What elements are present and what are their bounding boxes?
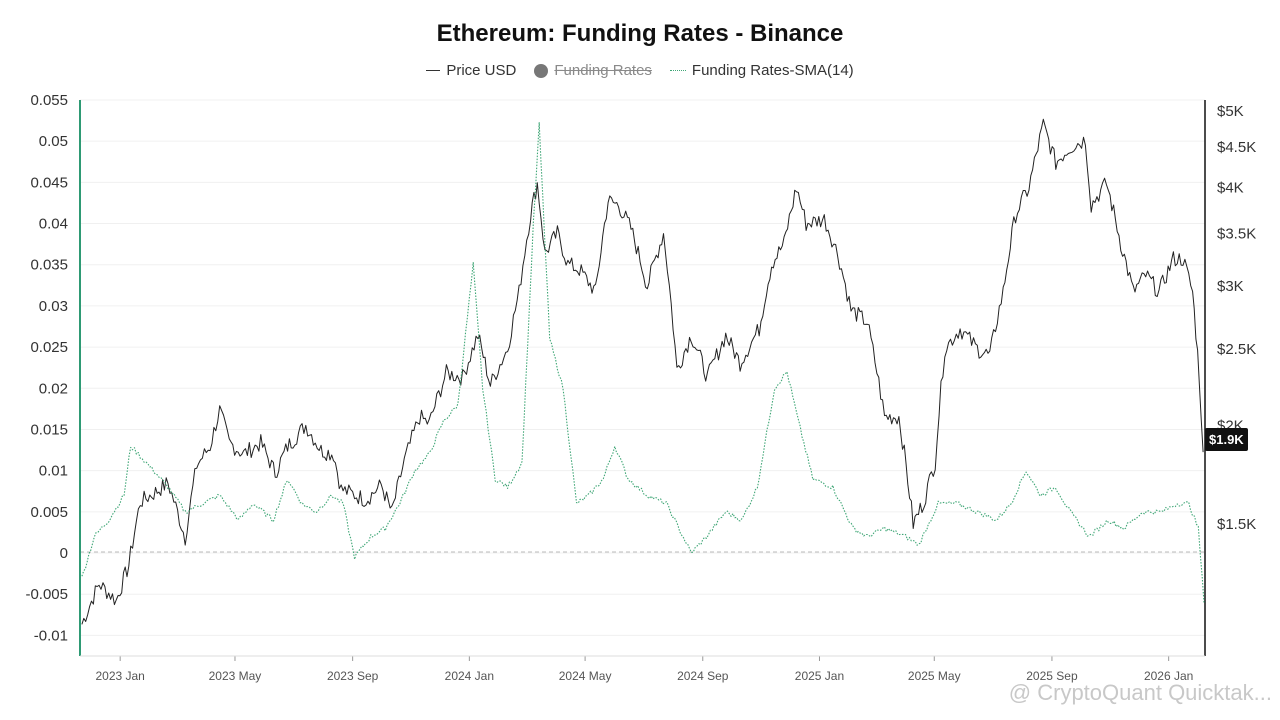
right-tick-label: $2.5K xyxy=(1217,341,1256,358)
legend-label-funding-sma: Funding Rates-SMA(14) xyxy=(691,62,854,79)
left-tick-label: -0.01 xyxy=(34,627,68,644)
left-tick-label: 0.03 xyxy=(39,298,68,315)
left-tick-label: 0.02 xyxy=(39,380,68,397)
legend-label-funding-rates: Funding Rates xyxy=(554,62,652,79)
right-tick-label: $4.5K xyxy=(1217,139,1256,156)
dot-swatch-icon xyxy=(534,63,549,78)
legend: Price USD Funding Rates Funding Rates-SM… xyxy=(0,62,1280,79)
x-axis-ticks: 2023 Jan 2023 May 2023 Sep 2024 Jan 2024 May… xyxy=(95,656,1193,683)
right-tick-label: $3K xyxy=(1217,278,1244,295)
left-tick-label: 0.045 xyxy=(30,174,68,191)
left-tick-label: 0.015 xyxy=(30,421,68,438)
left-tick-label: -0.005 xyxy=(25,586,68,603)
right-tick-label: $4K xyxy=(1217,180,1244,197)
x-tick-label: 2023 May xyxy=(209,669,262,683)
x-tick-label: 2024 May xyxy=(559,669,612,683)
legend-label-price: Price USD xyxy=(446,62,517,79)
watermark: @ CryptoQuant Quicktak... xyxy=(1008,680,1272,705)
left-axis-ticks: 0.055 0.05 0.045 0.04 0.035 0.03 0.025 0.02 0.01… xyxy=(25,92,68,644)
right-tick-label: $3.5K xyxy=(1217,225,1256,242)
x-tick-label: 2024 Jan xyxy=(445,669,494,683)
price-usd-line xyxy=(81,118,1204,625)
left-tick-label: 0.05 xyxy=(39,133,68,150)
x-tick-label: 2025 Sep xyxy=(1026,669,1078,683)
x-tick-label: 2025 Jan xyxy=(795,669,844,683)
legend-item-price[interactable]: Price USD xyxy=(426,62,516,79)
x-tick-label: 2023 Sep xyxy=(327,669,379,683)
series-layer xyxy=(81,118,1205,625)
grid-lines xyxy=(80,99,1205,636)
x-tick-label: 2026 Jan xyxy=(1144,669,1193,683)
dotted-swatch-icon xyxy=(669,70,686,71)
right-tick-label: $5K xyxy=(1217,103,1244,120)
right-tick-label: $1.5K xyxy=(1217,516,1256,533)
funding-rates-sma-line xyxy=(81,122,1205,603)
line-swatch-icon xyxy=(426,70,441,71)
chart-title: Ethereum: Funding Rates - Binance xyxy=(436,20,844,47)
left-tick-label: 0.04 xyxy=(39,216,68,233)
legend-item-funding-rates[interactable]: Funding Rates xyxy=(534,62,652,79)
left-tick-label: 0 xyxy=(60,545,68,562)
x-tick-label: 2024 Sep xyxy=(677,669,729,683)
left-tick-label: 0.035 xyxy=(30,257,68,274)
x-tick-label: 2023 Jan xyxy=(95,669,144,683)
left-tick-label: 0.055 xyxy=(30,92,68,109)
left-tick-label: 0.01 xyxy=(39,463,68,480)
x-tick-label: 2025 May xyxy=(908,669,961,683)
right-axis-ticks: $5K$4.5K$4K$3.5K$3K$2.5K$2K$1.5K xyxy=(1217,103,1256,533)
legend-item-funding-sma[interactable]: Funding Rates-SMA(14) xyxy=(669,62,854,79)
current-price-badge: $1.9K xyxy=(1205,428,1248,451)
left-tick-label: 0.005 xyxy=(30,504,68,521)
left-tick-label: 0.025 xyxy=(30,339,68,356)
